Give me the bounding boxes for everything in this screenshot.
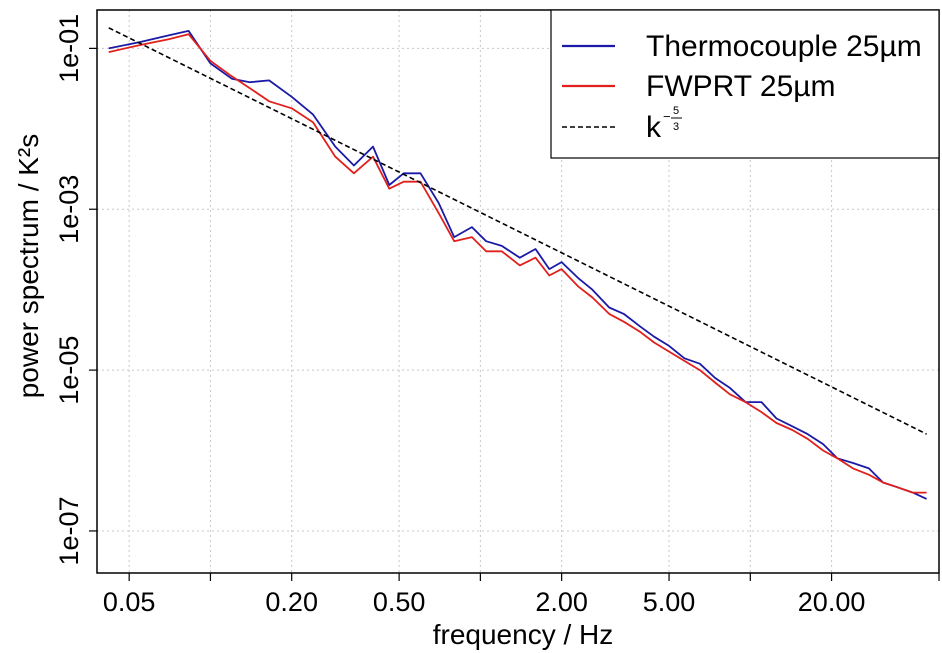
x-tick-label: 0.50 — [373, 587, 426, 617]
plot-frame — [96, 9, 940, 574]
x-tick-label: 2.00 — [535, 587, 588, 617]
y-axis-label: power spectrum / K²s — [13, 134, 44, 399]
y-tick-label: 1e-05 — [54, 336, 84, 405]
x-axis: 0.05 0.20 0.50 2.00 5.00 20.00 — [103, 573, 940, 617]
x-axis-label: frequency / Hz — [433, 619, 614, 650]
legend-exponent-denominator: 3 — [673, 121, 679, 133]
legend-label-fwprt: FWPRT 25µm — [646, 70, 836, 103]
legend-exponent-numerator: 5 — [673, 105, 679, 117]
x-tick-label: 0.20 — [265, 587, 318, 617]
x-tick-label: 20.00 — [798, 587, 866, 617]
series-line-2 — [108, 27, 927, 435]
legend-label-kolmogorov: k — [646, 111, 662, 144]
x-tick-label: 5.00 — [643, 587, 696, 617]
series-line-1 — [108, 33, 927, 494]
y-tick-label: 1e-01 — [54, 14, 84, 83]
x-tick-label: 0.05 — [103, 587, 156, 617]
y-tick-label: 1e-03 — [54, 175, 84, 244]
y-tick-label: 1e-07 — [54, 496, 84, 565]
y-axis: 1e-07 1e-05 1e-03 1e-01 — [54, 14, 97, 565]
legend: Thermocouple 25µm FWPRT 25µm k − 5 3 — [550, 9, 940, 159]
legend-box — [550, 9, 940, 159]
series-layer — [108, 27, 927, 500]
legend-exponent-minus: − — [663, 109, 671, 124]
legend-label-thermocouple: Thermocouple 25µm — [646, 30, 922, 63]
series-line-0 — [108, 29, 927, 500]
